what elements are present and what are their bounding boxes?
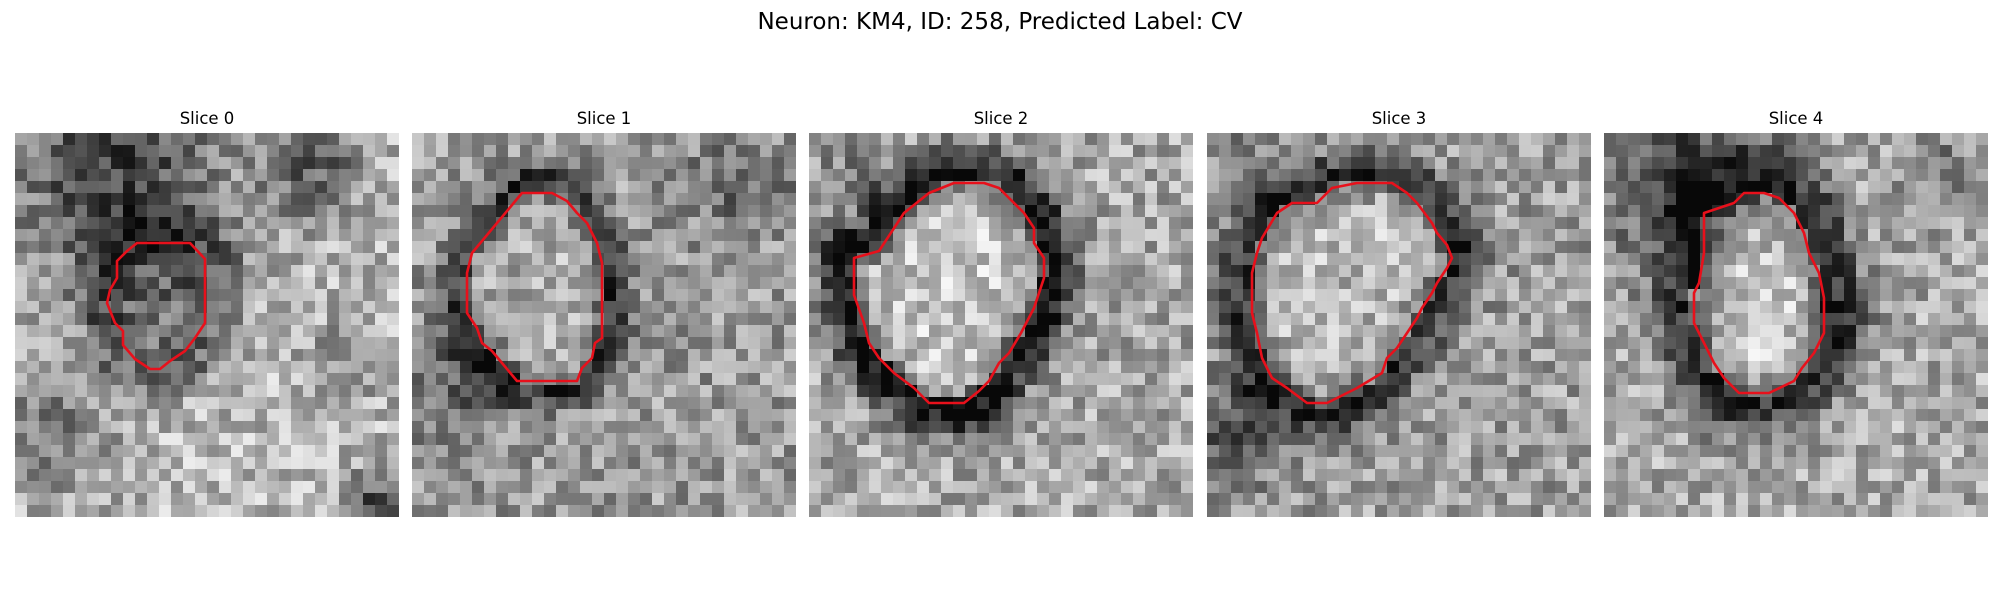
panel-slice-3: Slice 3 [1207,108,1591,517]
pixel-grid [1604,133,1988,517]
segmentation-contour [1250,181,1454,405]
slice-image [1604,133,1988,517]
slice-svg [1207,133,1591,517]
panel-slice-4: Slice 4 [1604,108,1988,517]
slice-svg [412,133,796,517]
slice-svg [809,133,1193,517]
slice-image [809,133,1193,517]
panel-title: Slice 3 [1371,109,1427,128]
panel-slice-2: Slice 2 [809,108,1193,517]
pixel-grid [1207,133,1591,517]
segmentation-contour [105,241,207,371]
panel-title: Slice 2 [973,109,1029,128]
slice-image [15,133,399,517]
slice-image [412,133,796,517]
panel-title: Slice 1 [576,109,632,128]
segmentation-contour [465,191,604,383]
slice-svg [1604,133,1988,517]
segmentation-contour [852,181,1046,405]
panel-title: Slice 4 [1768,109,1824,128]
pixel-grid [15,133,399,517]
segmentation-contour [1692,191,1826,395]
pixel-grid [412,133,796,517]
slice-svg [15,133,399,517]
panel-title: Slice 0 [179,109,235,128]
pixel-grid [809,133,1193,517]
panel-slice-0: Slice 0 [15,108,399,517]
figure-title: Neuron: KM4, ID: 258, Predicted Label: C… [757,9,1243,35]
slice-image [1207,133,1591,517]
panel-slice-1: Slice 1 [412,108,796,517]
